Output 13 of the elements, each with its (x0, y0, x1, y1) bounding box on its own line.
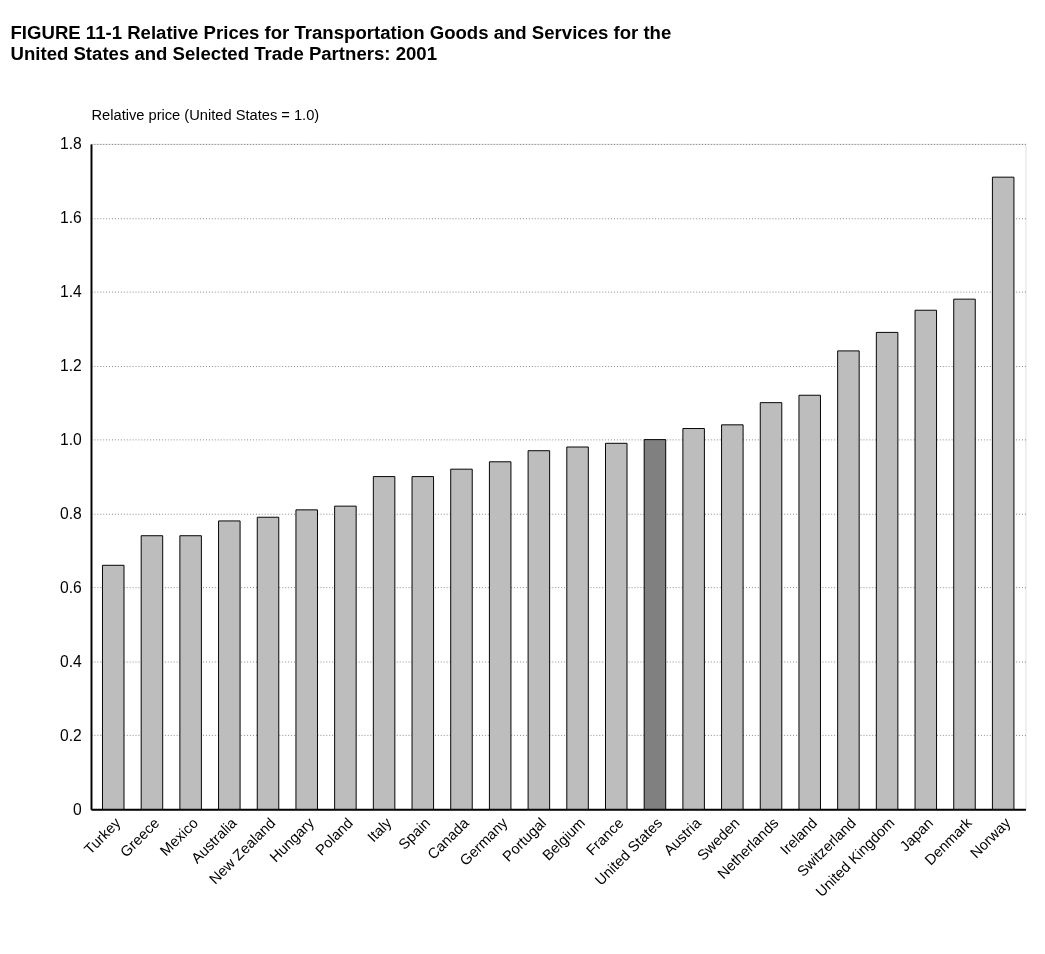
y-tick-label: 1.8 (59, 135, 82, 153)
y-tick-label: 0.8 (59, 504, 82, 522)
y-tick-label: 0.4 (59, 652, 82, 670)
y-tick-label: 0 (73, 800, 82, 818)
y-tick-label: 1.4 (59, 283, 82, 301)
y-tick-label: 1.6 (59, 209, 82, 227)
y-tick-label: 1.0 (59, 431, 82, 448)
y-tick-label: 0.6 (59, 578, 82, 596)
y-tick-label: 0.2 (59, 726, 82, 744)
x-tick-label: Italy (364, 814, 395, 846)
y-axis-title: Relative price (United States = 1.0) (91, 106, 320, 123)
y-tick-label: 1.2 (59, 357, 82, 375)
chart-title: FIGURE 11-1 Relative Prices for Transportation Goods and Services for the United States and Selected Trade Partners: 2001 (10, 22, 672, 64)
